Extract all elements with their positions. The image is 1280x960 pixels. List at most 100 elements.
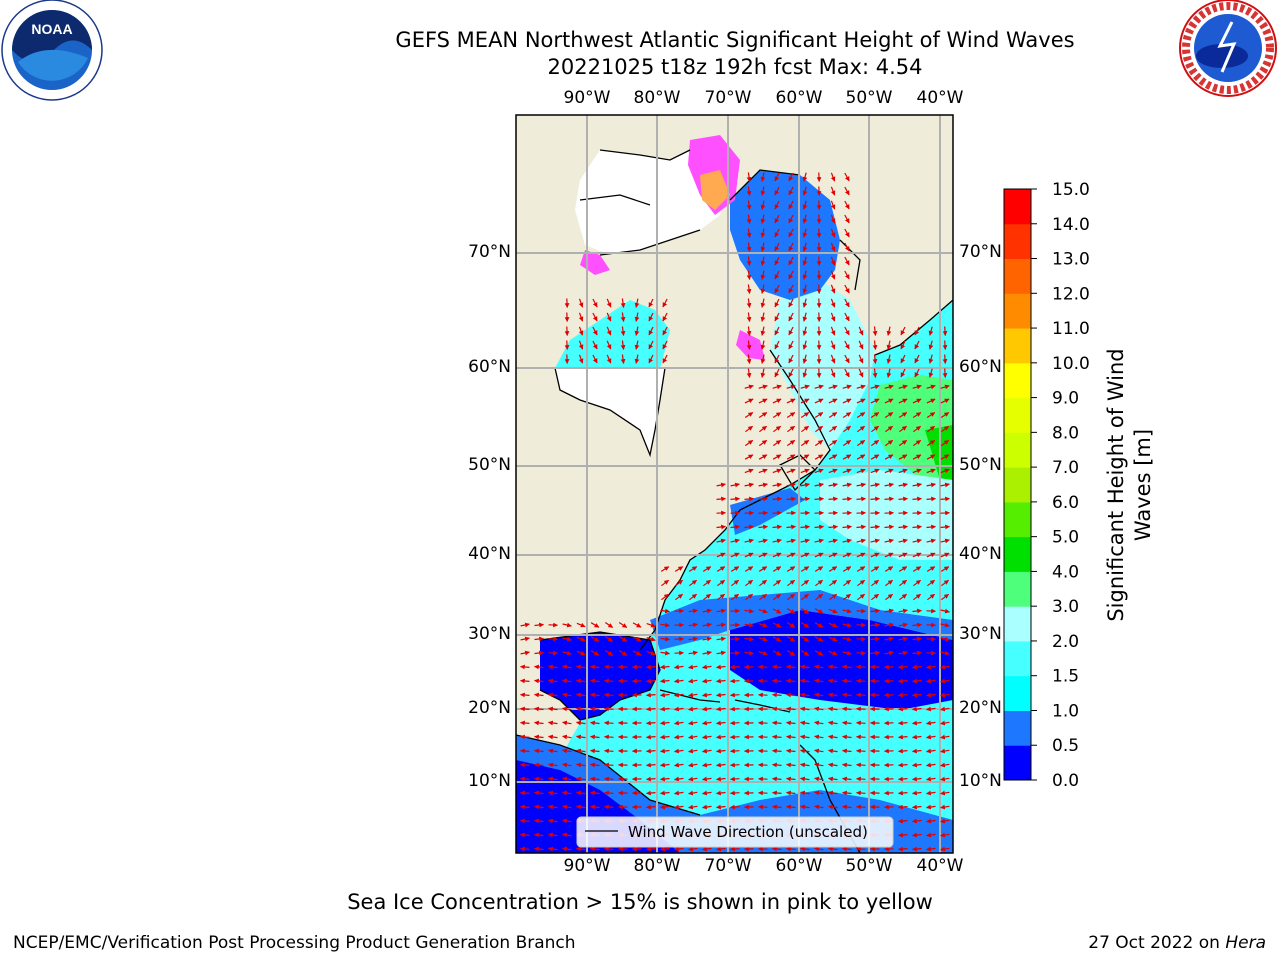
wave-arrow xyxy=(674,706,684,712)
wave-arrow xyxy=(786,538,796,544)
wave-arrow xyxy=(760,172,766,182)
wave-arrow xyxy=(590,692,600,698)
wave-arrow xyxy=(928,340,934,350)
wave-arrow xyxy=(746,214,752,224)
wave-arrow xyxy=(940,398,950,404)
wave-arrow xyxy=(702,566,712,572)
wave-arrow xyxy=(828,664,838,670)
wave-arrow xyxy=(730,804,740,810)
wave-arrow xyxy=(926,804,936,810)
wave-arrow xyxy=(746,200,752,210)
wave-arrow xyxy=(604,678,614,684)
wave-arrow xyxy=(774,214,780,224)
wave-arrow xyxy=(912,398,922,404)
wave-arrow xyxy=(660,664,670,670)
wave-arrow xyxy=(802,214,808,224)
wave-arrow xyxy=(786,720,796,726)
wave-arrow xyxy=(590,706,600,712)
wave-arrow xyxy=(604,664,614,670)
wave-arrow xyxy=(802,340,808,350)
wave-arrow xyxy=(675,593,683,601)
wave-arrow xyxy=(689,579,697,587)
wave-arrow xyxy=(590,804,600,810)
colorbar-segment xyxy=(1004,432,1031,468)
wave-arrow xyxy=(548,762,558,768)
wave-arrow xyxy=(688,706,698,712)
wave-arrow xyxy=(912,734,922,740)
wave-arrow xyxy=(746,228,752,238)
wave-arrow xyxy=(746,186,752,196)
wave-arrow xyxy=(716,790,726,796)
wave-arrow xyxy=(562,734,572,740)
colorbar-tick-label: 5.0 xyxy=(1052,528,1079,548)
wave-arrow xyxy=(872,340,878,350)
wave-arrow xyxy=(576,804,586,810)
wave-arrow xyxy=(688,776,698,782)
wave-arrow xyxy=(576,762,586,768)
wave-arrow xyxy=(772,776,782,782)
wave-arrow xyxy=(717,579,725,587)
wave-arrow xyxy=(758,650,768,656)
wave-arrow xyxy=(786,566,796,572)
wave-arrow xyxy=(634,340,640,350)
wave-arrow xyxy=(843,425,851,433)
wave-arrow xyxy=(856,482,866,488)
wave-arrow xyxy=(829,425,837,433)
wave-arrow xyxy=(898,804,908,810)
wave-arrow xyxy=(592,354,598,364)
wave-arrow xyxy=(870,650,880,656)
wave-arrow xyxy=(842,411,852,419)
wave-arrow xyxy=(604,748,614,754)
wave-arrow xyxy=(800,650,810,656)
wave-arrow xyxy=(786,398,796,404)
wave-arrow xyxy=(898,398,908,404)
wave-arrow xyxy=(912,538,922,544)
wave-arrow xyxy=(562,692,572,698)
wave-arrow xyxy=(702,776,712,782)
wave-arrow xyxy=(688,664,698,670)
wave-arrow xyxy=(830,186,836,196)
wave-arrow xyxy=(814,748,824,754)
wave-arrow xyxy=(702,678,712,684)
wave-arrow xyxy=(548,664,558,670)
wave-arrow xyxy=(730,538,740,544)
wave-arrow xyxy=(814,776,824,782)
wave-arrow xyxy=(606,326,612,336)
wave-arrow xyxy=(646,790,656,796)
wave-arrow xyxy=(562,776,572,782)
wave-arrow xyxy=(828,846,838,852)
wave-arrow xyxy=(716,524,726,530)
wave-arrow xyxy=(842,664,852,670)
lat-label-left: 70°N xyxy=(468,242,511,262)
wave-arrow xyxy=(520,650,530,656)
wave-arrow xyxy=(548,832,558,838)
wave-arrow xyxy=(940,622,950,628)
wave-arrow xyxy=(788,214,794,224)
wave-arrow xyxy=(520,664,530,670)
wave-arrow xyxy=(898,678,908,684)
wave-arrow xyxy=(800,411,810,419)
wave-arrow xyxy=(578,312,584,322)
wave-arrow xyxy=(898,524,908,530)
footer-branch: NCEP/EMC/Verification Post Processing Pr… xyxy=(13,933,576,953)
wave-arrow xyxy=(787,579,795,587)
wave-arrow xyxy=(912,706,922,712)
wave-arrow xyxy=(856,692,866,698)
wave-arrow xyxy=(788,200,794,210)
wave-arrow xyxy=(787,593,795,601)
colorbar-tick-label: 0.5 xyxy=(1052,736,1079,756)
wave-arrow xyxy=(884,552,894,558)
wave-arrow xyxy=(800,468,810,474)
wave-arrow xyxy=(844,298,850,308)
wave-arrow xyxy=(760,270,766,280)
wave-arrow xyxy=(856,411,866,419)
wave-arrow xyxy=(746,312,752,322)
colorbar-tick-label: 4.0 xyxy=(1052,562,1079,582)
wave-arrow xyxy=(898,636,908,642)
wave-arrow xyxy=(871,425,879,433)
wave-arrow xyxy=(842,439,852,447)
wave-arrow xyxy=(926,790,936,796)
wave-arrow xyxy=(634,298,640,308)
wave-arrow xyxy=(872,326,878,336)
wave-arrow xyxy=(661,593,669,601)
